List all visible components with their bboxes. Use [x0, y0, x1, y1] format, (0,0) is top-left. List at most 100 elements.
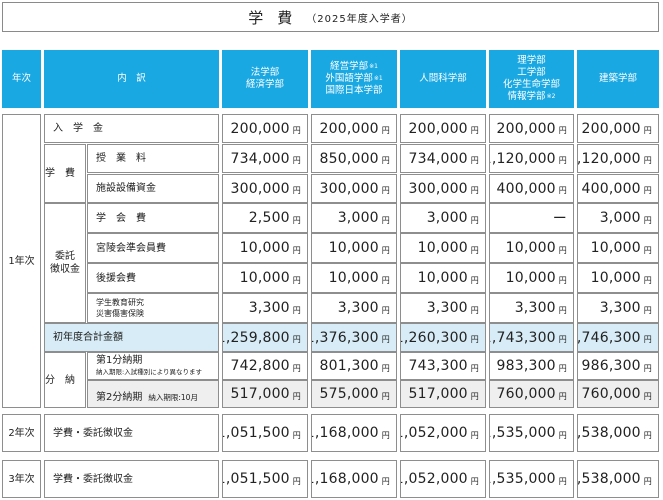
yen-unit: 円: [643, 430, 652, 440]
year3-item-text: 学費・委託徴収金: [53, 473, 133, 485]
yen-unit: 円: [292, 305, 301, 315]
amount-value: 1,051,500: [222, 471, 290, 487]
total-label: 初年度合計金額: [44, 323, 219, 352]
total-amount: 1,743,300 円: [489, 323, 574, 352]
yen-unit: 円: [470, 335, 479, 344]
amount-value: 400,000: [581, 180, 641, 197]
entrance-amount: 200,000 円: [222, 114, 308, 143]
entrance-amount: 200,000 円: [577, 114, 659, 143]
insurance-amount: 3,300 円: [489, 293, 574, 323]
first-installment-name: 第1分納期: [96, 355, 143, 366]
amount-value: 3,300: [599, 300, 641, 316]
faculty-name: 人間科学部: [419, 73, 467, 84]
yen-unit: 円: [470, 156, 479, 165]
second-installment-name: 第2分納期: [96, 391, 143, 403]
amount-value: 743,300: [408, 358, 468, 374]
student-assoc-amount: 2,500 円: [222, 203, 308, 233]
yen-unit: 円: [381, 186, 390, 195]
yen-unit: 円: [381, 363, 390, 373]
total-amount: 1,260,300 円: [400, 323, 486, 352]
amount-value: 1,052,000: [400, 425, 468, 441]
supporters-label-text: 後援会費: [96, 272, 136, 284]
supporters-amount: 10,000 円: [489, 263, 574, 293]
miyakai-amount: 10,000 円: [400, 233, 486, 263]
year2-amount: 1,535,000 円: [489, 414, 574, 452]
miyakai-amount: 10,000 円: [577, 233, 659, 263]
second-amount: 575,000 円: [311, 380, 397, 408]
year2-label: 2年次: [2, 414, 41, 452]
entrusted-group: 委託 徴収金: [44, 203, 86, 323]
entrance-label: 入学金: [44, 114, 219, 143]
yen-unit: 円: [558, 156, 567, 165]
yen-unit: 円: [643, 215, 652, 225]
note-mark: ※2: [546, 93, 556, 100]
yen-unit: 円: [558, 245, 567, 255]
amount-value: 10,000: [505, 270, 556, 286]
yen-unit: 円: [643, 275, 652, 285]
faculty-name: 経営学部: [330, 61, 369, 72]
faculty-name: 化学生命学部: [502, 79, 560, 90]
faculty-name: 工学部: [517, 67, 546, 78]
first-amount: 983,300 円: [489, 352, 574, 380]
second-amount: 517,000 円: [400, 380, 486, 408]
entrusted-group-line: 委託: [55, 251, 75, 262]
amount-value: 10,000: [590, 240, 641, 256]
amount-value: 10,000: [328, 240, 379, 256]
amount-value: 10,000: [417, 270, 468, 286]
amount-value: 1,538,000: [577, 471, 641, 487]
yen-unit: 円: [381, 335, 390, 344]
amount-value: 300,000: [230, 180, 290, 197]
header-faculty-1: 法学部 経済学部: [222, 50, 308, 108]
yen-unit: 円: [470, 305, 479, 315]
yen-unit: 円: [558, 363, 567, 373]
first-amount: 743,300 円: [400, 352, 486, 380]
header-year: 年次: [2, 50, 41, 108]
yen-unit: 円: [292, 126, 301, 135]
amount-value: 200,000: [581, 120, 641, 137]
amount-value: 3,300: [248, 300, 290, 316]
total-amount: 1,259,800 円: [222, 323, 308, 352]
entrance-amount: 200,000 円: [400, 114, 486, 143]
amount-value: 1,746,300: [577, 329, 641, 346]
miyakai-amount: 10,000 円: [311, 233, 397, 263]
amount-value: 1,052,000: [400, 471, 468, 487]
amount-value: 2,500: [248, 210, 290, 226]
amount-value: 1,168,000: [311, 425, 379, 441]
facility-label: 施設設備資金: [87, 174, 219, 203]
yen-unit: 円: [558, 186, 567, 195]
facility-amount: 300,000 円: [400, 174, 486, 203]
student-assoc-label: 学会費: [87, 203, 219, 233]
yen-unit: 円: [381, 275, 390, 285]
entrance-label-text: 入学金: [53, 123, 113, 134]
yen-unit: 円: [292, 275, 301, 285]
facility-amount: 400,000 円: [577, 174, 659, 203]
tuition-label-text: 授業料: [96, 153, 156, 164]
student-assoc-amount: 3,000 円: [577, 203, 659, 233]
amount-value: 1,259,800: [222, 329, 290, 346]
tuition-label: 授業料: [87, 144, 219, 173]
tuition-group: 学費: [44, 144, 86, 203]
yen-unit: 円: [558, 275, 567, 285]
insurance-amount: 3,300 円: [311, 293, 397, 323]
amount-value: 3,000: [337, 210, 379, 226]
amount-value: 1,260,300: [400, 329, 468, 346]
amount-value: 801,300: [319, 358, 379, 374]
student-assoc-amount: 3,000 円: [400, 203, 486, 233]
year3-label: 3年次: [2, 460, 41, 498]
year2-item-label: 学費・委託徴収金: [44, 414, 219, 452]
note-mark: ※1: [373, 75, 383, 82]
amount-value: 10,000: [239, 270, 290, 286]
yen-unit: 円: [381, 305, 390, 315]
second-installment-label: 第2分納期 納入期限:10月: [87, 380, 219, 408]
yen-unit: 円: [381, 391, 390, 401]
supporters-amount: 10,000 円: [311, 263, 397, 293]
year3-amount: 1,051,500 円: [222, 460, 308, 498]
note-mark: ※1: [369, 63, 378, 70]
yen-unit: 円: [470, 215, 479, 225]
first-amount: 986,300 円: [577, 352, 659, 380]
yen-unit: 円: [643, 156, 652, 165]
